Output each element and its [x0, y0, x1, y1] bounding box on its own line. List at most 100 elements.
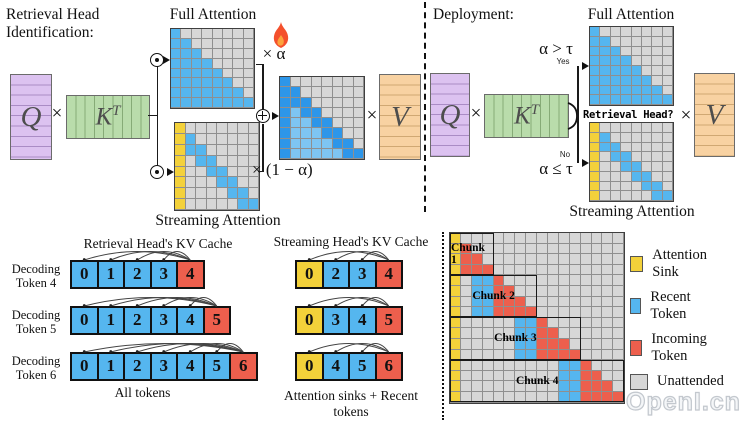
attention-cell — [217, 177, 228, 189]
kv-cell: 1 — [96, 306, 125, 335]
arrow-icon — [582, 158, 589, 167]
key-transpose-sup: T — [530, 102, 540, 119]
attention-cell — [600, 162, 611, 172]
attention-cell — [610, 75, 622, 86]
attention-cell — [600, 142, 611, 153]
attention-cell — [493, 328, 505, 339]
arrow-icon — [272, 111, 279, 120]
attention-cell — [621, 36, 632, 47]
attention-cell — [185, 144, 196, 156]
attention-cell — [515, 264, 527, 276]
attention-cell — [311, 87, 322, 98]
alpha-gt-tau-label: α > τ — [539, 39, 573, 58]
legend-item: Unattended — [630, 373, 724, 390]
attention-cell — [175, 133, 186, 145]
attention-cell — [590, 56, 601, 66]
mixed-attention-matrix — [279, 76, 365, 160]
attention-cell — [537, 243, 549, 255]
attention-cell — [217, 199, 228, 211]
attention-cell — [171, 68, 182, 79]
legend-item: Incoming Token — [630, 331, 713, 365]
attention-cell — [353, 97, 364, 108]
attention-cell — [171, 88, 182, 99]
attention-cell — [217, 155, 228, 167]
attention-cell — [248, 177, 259, 189]
attention-cell — [301, 97, 312, 108]
attention-cell — [233, 88, 244, 99]
attention-cell — [206, 133, 217, 145]
attention-cell — [641, 152, 653, 162]
attention-cell — [196, 155, 207, 167]
token-word: Token 6 — [15, 368, 57, 382]
attention-cell — [202, 29, 213, 39]
attention-cell — [569, 296, 581, 308]
attention-cell — [482, 285, 494, 297]
attention-cell — [222, 29, 234, 39]
attention-cell — [482, 360, 494, 371]
attention-cell — [212, 38, 223, 49]
times-operator: × — [470, 103, 482, 124]
attention-cell — [450, 349, 461, 361]
attention-cell — [504, 328, 516, 339]
attention-cell — [591, 233, 603, 244]
attention-cell — [590, 46, 601, 57]
attention-cell — [482, 349, 494, 361]
attention-cell — [233, 48, 244, 59]
attention-cell — [332, 87, 343, 98]
attention-cell — [332, 77, 343, 88]
attention-cell — [526, 254, 538, 265]
attention-cell — [191, 29, 203, 39]
legend-swatch-icon — [630, 256, 644, 272]
attention-cell — [613, 391, 625, 403]
attention-cell — [662, 85, 674, 96]
attention-cell — [311, 107, 322, 118]
attention-cell — [662, 36, 674, 47]
attention-cell — [580, 285, 592, 297]
one-minus-alpha-label: × (1 − α) — [252, 160, 313, 179]
attention-cell — [548, 264, 559, 276]
value-matrix-deploy: V — [694, 73, 735, 157]
attention-cell — [600, 191, 611, 201]
attention-cell — [243, 68, 255, 79]
attention-arcs — [82, 343, 244, 353]
attention-cell — [290, 77, 301, 88]
streaming-attention-title-deploy: Streaming Attention — [569, 203, 695, 220]
attention-cell — [353, 77, 364, 88]
kv-cell: 4 — [348, 306, 377, 335]
attention-cell — [590, 85, 601, 96]
attention-cell — [493, 254, 505, 265]
attention-cell — [526, 296, 538, 308]
attention-cell — [652, 152, 663, 162]
attention-cell — [450, 381, 461, 392]
attention-cell — [641, 162, 653, 172]
attention-cell — [662, 152, 674, 162]
attention-cell — [181, 78, 192, 89]
attention-cell — [504, 360, 516, 371]
no-label: No — [559, 150, 571, 159]
attention-cell — [482, 307, 494, 318]
attention-cell — [600, 123, 611, 133]
attention-cell — [206, 123, 217, 134]
kv-cell: 4 — [374, 260, 403, 289]
attention-cell — [206, 144, 217, 156]
attention-cell — [621, 46, 632, 57]
attention-cell — [652, 75, 663, 86]
legend-label: Unattended — [657, 373, 724, 389]
attention-cell — [471, 370, 483, 382]
attention-cell — [222, 38, 234, 49]
attention-cell — [662, 162, 674, 172]
kv-cell: 5 — [348, 352, 377, 381]
kv-cell: 3 — [348, 260, 377, 289]
attention-cell — [652, 181, 663, 192]
attention-cell — [222, 78, 234, 89]
attention-cell — [569, 275, 581, 286]
attention-cell — [631, 85, 642, 96]
attention-cell — [537, 264, 549, 276]
retrieval-kv-title: Retrieval Head's KV Cache — [83, 236, 233, 251]
